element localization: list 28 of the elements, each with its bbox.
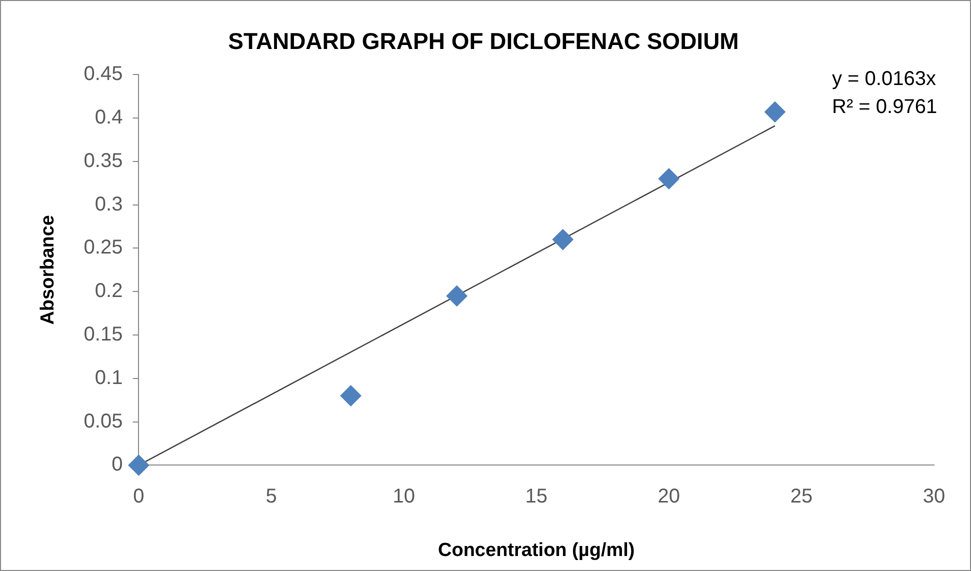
annotation: R² = 0.9761 <box>832 96 938 118</box>
x-tick-label: 5 <box>266 486 277 508</box>
point <box>658 168 680 190</box>
y-tick-label: 0.3 <box>94 193 123 216</box>
chart-title: STANDARD GRAPH OF DICLOFENAC SODIUM <box>228 28 739 54</box>
point <box>764 101 786 122</box>
y-tick-label: 0.35 <box>84 150 123 172</box>
y-tick-label: 0.4 <box>94 106 123 129</box>
y-tick-label: 0.25 <box>84 236 123 259</box>
x-tick-label: 0 <box>133 486 144 508</box>
y-tick-label: 0.05 <box>84 410 123 432</box>
y-tick-label: 0.2 <box>94 280 123 302</box>
x-tick-label: 25 <box>790 486 813 508</box>
y-tick-label: 0 <box>112 454 123 476</box>
x-tick-label: 10 <box>392 486 415 508</box>
point <box>552 229 574 250</box>
y-tick-label: 0.1 <box>94 366 123 389</box>
point <box>446 285 468 306</box>
point <box>128 454 150 476</box>
y-tick-label: 0.45 <box>84 63 123 86</box>
x-tick-label: 15 <box>525 486 548 508</box>
y-axis-title: Absorbance <box>38 214 59 325</box>
x-axis-title: Concentration (µg/ml) <box>438 540 635 561</box>
point <box>340 385 362 406</box>
x-tick-label: 20 <box>658 486 680 508</box>
annotation: y = 0.0163x <box>832 68 936 90</box>
y-tick-label: 0.15 <box>84 324 123 346</box>
x-tick-label: 30 <box>922 486 946 508</box>
